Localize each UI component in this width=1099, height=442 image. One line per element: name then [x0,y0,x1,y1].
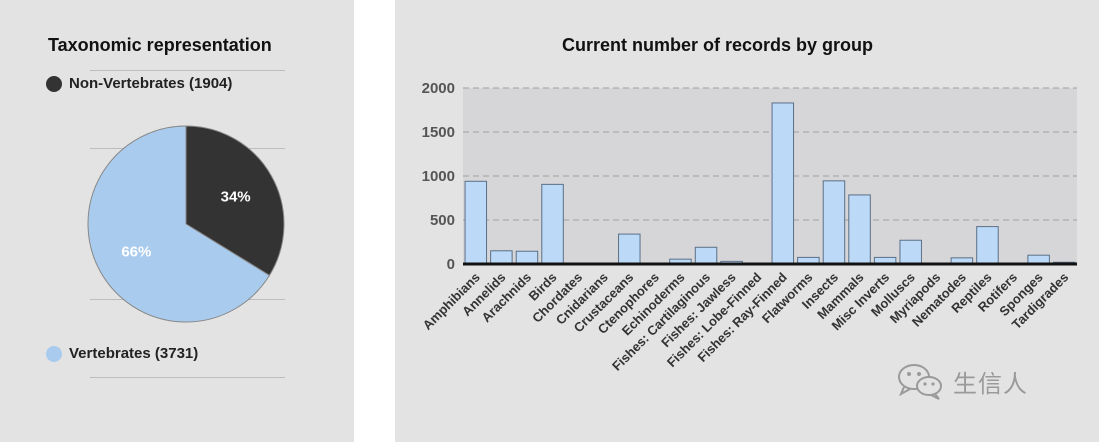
y-tick-label: 1000 [422,168,455,185]
bar-insects[interactable] [822,180,846,265]
bar-reptiles[interactable] [976,226,999,265]
legend-vertebrates-label: Vertebrates (3731) [69,345,199,362]
legend-vertebrates[interactable]: Vertebrates (3731) [46,345,198,362]
pie-percent-label: 34% [221,188,251,205]
pie-title: Taxonomic representation [48,35,272,55]
pie-slice-vertebrates[interactable] [87,125,271,323]
legend-dot-icon [46,345,62,362]
bar-crustaceans[interactable] [618,233,641,265]
wechat-icon [898,364,942,400]
bar-fishes-cartilaginous[interactable] [694,246,718,265]
bar-arachnids[interactable] [515,250,539,265]
bar-chart-title: Current number of records by group [562,35,874,55]
bar-fishes-ray-finned[interactable] [771,102,795,265]
pie-gridline [90,377,285,378]
bar-chart: 0500100015002000AmphibiansAnnelidsArachn… [420,80,1077,374]
pie-gridline [90,70,285,71]
y-tick-label: 0 [447,256,455,273]
legend-non-vertebrates-label: Non-Vertebrates (1904) [69,75,233,92]
bar-amphibians[interactable] [464,180,488,265]
watermark-text: 生信人 [953,370,1028,398]
bar-birds[interactable] [541,183,564,265]
pie-chart: 34% 66% [87,125,285,323]
y-tick-label: 500 [430,212,455,229]
y-tick-label: 2000 [422,80,455,97]
pie-percent-label: 66% [121,244,151,261]
pie-slice-non-vertebrates[interactable] [185,125,285,277]
bar-mammals[interactable] [848,194,871,265]
watermark: 生信人 [895,360,1028,402]
y-tick-label: 1500 [422,124,455,141]
legend-non-vertebrates[interactable]: Non-Vertebrates (1904) [46,75,232,92]
bar-molluscs[interactable] [899,239,922,265]
legend-dot-icon [46,75,62,92]
bar-annelids[interactable] [490,250,513,265]
